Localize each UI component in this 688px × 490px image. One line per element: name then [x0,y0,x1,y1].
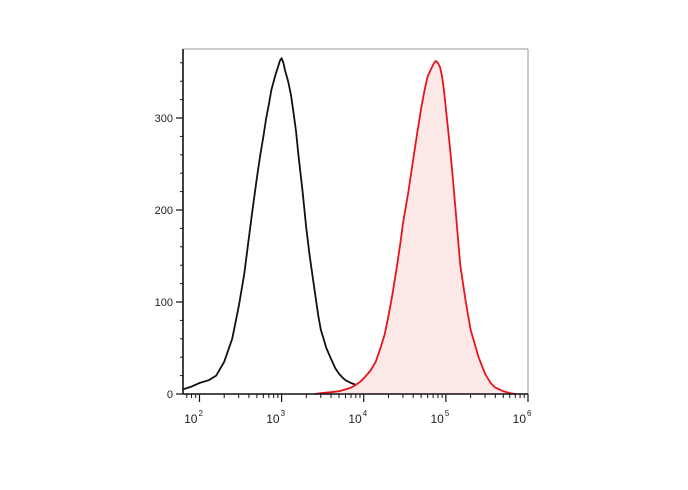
x-tick-label-base: 10 [431,412,445,426]
y-tick-label: 100 [155,297,173,309]
y-tick-label: 300 [155,113,173,125]
x-tick-label: 10 6 [513,409,532,426]
x-tick-label-base: 10 [184,412,198,426]
x-tick-label-exponent: 3 [281,409,286,418]
x-tick-label: 10 5 [431,409,450,426]
y-tick-label: 0 [167,389,173,401]
series-2-fill [314,61,516,394]
x-tick-label: 10 4 [348,409,367,426]
x-tick-label-exponent: 2 [198,409,203,418]
x-tick-label-exponent: 5 [445,409,450,418]
x-tick-label-exponent: 4 [363,409,368,418]
x-tick-label-base: 10 [513,412,527,426]
x-tick-label-base: 10 [266,412,280,426]
x-tick-label-exponent: 6 [527,409,532,418]
x-tick-label-base: 10 [348,412,362,426]
series-layer [182,57,516,395]
y-tick-label: 200 [155,205,173,217]
series-1-line [182,57,403,394]
x-tick-label: 10 3 [266,409,285,426]
series-2-line [314,60,516,395]
x-tick-label: 10 2 [184,409,203,426]
